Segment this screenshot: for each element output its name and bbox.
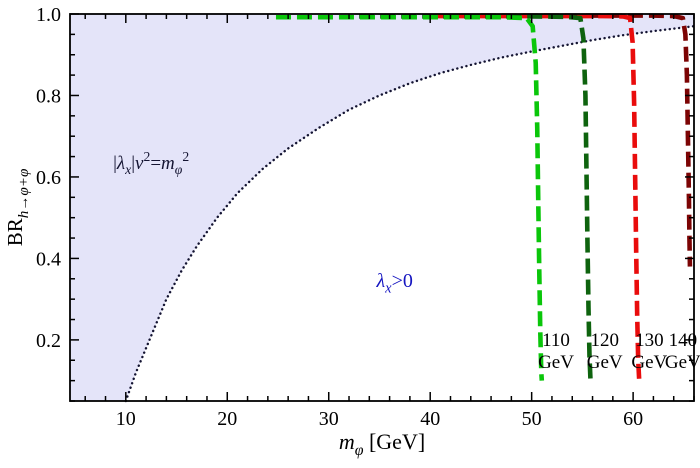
x-tick-labels: 10 20 30 40 50 60 <box>116 408 643 430</box>
y-axis-label-group: BRh→φ+φ <box>3 169 32 247</box>
y-tick-label: 0.2 <box>36 330 61 352</box>
series-120-gev <box>359 14 593 381</box>
y-axis-label: BRh→φ+φ <box>3 169 32 247</box>
x-tick-label: 20 <box>217 408 237 430</box>
y-tick-label: 0.8 <box>36 85 61 107</box>
plot-frame <box>69 13 695 402</box>
series-130-gev <box>430 13 642 381</box>
x-tick-label: 30 <box>319 408 339 430</box>
x-tick-label: 50 <box>522 408 542 430</box>
legend-value: 130 <box>635 330 664 351</box>
legend-unit: GeV <box>631 352 667 373</box>
x-tick-label: 60 <box>623 408 643 430</box>
axis-ticks <box>70 13 695 402</box>
legend-value: 120 <box>590 330 619 351</box>
series-110-gev <box>275 14 545 381</box>
excluded-region <box>70 14 694 401</box>
x-axis-label-group: mφ [GeV] <box>339 429 425 459</box>
y-tick-label: 1.0 <box>36 4 61 26</box>
annotation-lambda-positive: λx>0 <box>376 270 413 297</box>
legend-unit: GeV <box>587 352 623 373</box>
annotation-constraint-label: |λx|v2=mφ2 <box>113 149 189 177</box>
y-tick-label: 0.6 <box>36 167 61 189</box>
legend-value: 140 <box>669 330 698 351</box>
legend-unit: GeV <box>538 352 574 373</box>
y-tick-label: 0.4 <box>36 248 61 270</box>
constraint-label: |λx|v2=mφ2 <box>113 149 189 177</box>
legend-unit: GeV <box>665 352 700 373</box>
x-tick-label: 10 <box>116 408 136 430</box>
x-axis-label: mφ [GeV] <box>339 429 425 459</box>
lambda-positive: λx>0 <box>376 270 413 297</box>
y-tick-labels: 0.2 0.4 0.6 0.8 1.0 <box>36 4 61 352</box>
x-tick-label: 40 <box>420 408 440 430</box>
series-140-gev <box>480 13 693 267</box>
legend-value: 110 <box>542 330 570 351</box>
